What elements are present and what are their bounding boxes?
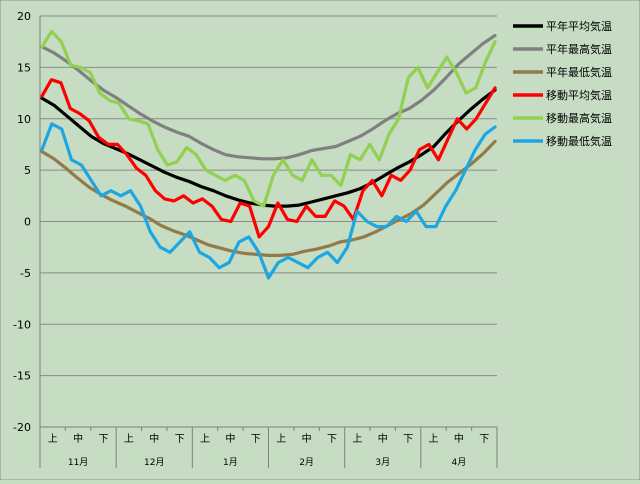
legend-label: 平年最低気温 — [546, 65, 612, 79]
series-line-4 — [40, 78, 497, 239]
period-label: 中 — [378, 432, 388, 445]
period-label: 中 — [225, 432, 235, 445]
legend-label: 移動平均気温 — [546, 88, 612, 102]
month-label: 1月 — [223, 457, 238, 468]
series-lines — [40, 29, 497, 280]
legend-label: 平年平均気温 — [546, 19, 612, 33]
period-label: 下 — [327, 434, 337, 445]
period-label: 上 — [352, 433, 362, 445]
period-label: 中 — [454, 432, 464, 445]
y-tick-label: -10 — [13, 318, 31, 331]
period-label: 下 — [251, 434, 261, 445]
y-tick-label: -15 — [13, 370, 31, 383]
period-label: 下 — [175, 434, 185, 445]
month-label: 2月 — [299, 457, 314, 468]
y-tick-label: -20 — [13, 421, 31, 434]
series-line-2 — [40, 33, 497, 161]
axes — [39, 16, 498, 468]
x-category-labels: 上 中 下 11月 上 中 下 12月 上 中 下 1月 上 中 下 2月 上 中 下 3月 上 中 下 4月 — [48, 432, 490, 468]
y-tick-label: 0 — [24, 216, 31, 229]
y-tick-label: 15 — [17, 61, 31, 74]
month-label: 12月 — [144, 457, 164, 468]
period-label: 上 — [429, 433, 439, 445]
y-tick-label: 5 — [24, 164, 31, 177]
period-label: 上 — [48, 433, 58, 445]
y-tick-label: -5 — [20, 267, 31, 280]
month-label: 3月 — [375, 457, 390, 468]
period-label: 上 — [124, 433, 134, 445]
period-label: 中 — [149, 432, 159, 445]
grid-lines — [40, 15, 497, 428]
series-line-3 — [40, 139, 497, 257]
period-label: 中 — [302, 432, 312, 445]
period-label: 上 — [200, 433, 210, 445]
period-label: 中 — [73, 432, 83, 445]
y-tick-label: 10 — [17, 113, 31, 126]
series-line-6 — [40, 122, 497, 280]
legend-label: 移動最高気温 — [546, 111, 612, 125]
period-label: 下 — [403, 434, 413, 445]
month-label: 4月 — [452, 457, 467, 468]
y-tick-labels: 20 15 10 5 0 -5 -10 -15 -20 — [13, 10, 31, 434]
legend-label: 平年最高気温 — [546, 42, 612, 56]
period-label: 下 — [479, 434, 489, 445]
series-line-1 — [40, 88, 497, 208]
series-line-5 — [40, 29, 497, 208]
period-label: 上 — [276, 433, 286, 445]
period-label: 下 — [98, 434, 108, 445]
month-label: 11月 — [68, 457, 88, 468]
legend-label: 移動最低気温 — [546, 134, 612, 148]
y-tick-label: 20 — [17, 10, 31, 23]
